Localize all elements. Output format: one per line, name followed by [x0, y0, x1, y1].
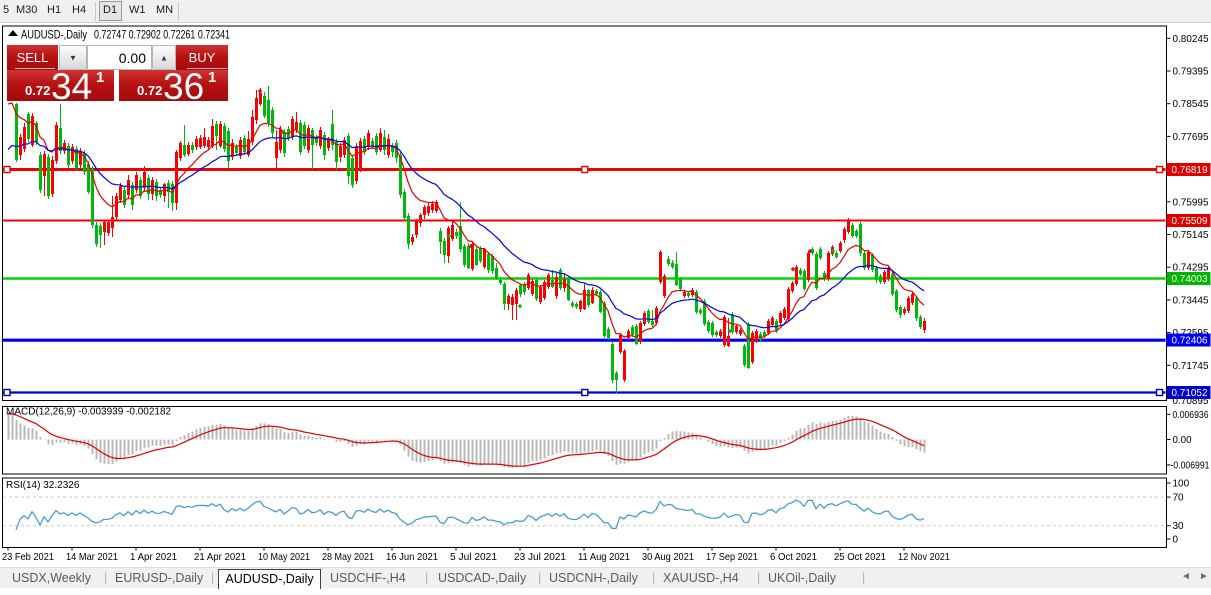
svg-text:0.75145: 0.75145 — [1173, 229, 1209, 241]
svg-text:0.006936: 0.006936 — [1173, 409, 1209, 421]
svg-text:12 Nov 2021: 12 Nov 2021 — [898, 551, 950, 563]
svg-text:17 Sep 2021: 17 Sep 2021 — [706, 551, 758, 563]
svg-text:AUDUSD-,Daily: AUDUSD-,Daily — [21, 28, 87, 42]
svg-text:6 Oct 2021: 6 Oct 2021 — [770, 551, 817, 563]
svg-text:MACD(12,26,9) -0.003939 -0.002: MACD(12,26,9) -0.003939 -0.002182 — [6, 407, 172, 418]
svg-text:0.76819: 0.76819 — [1172, 164, 1208, 176]
svg-text:25 Oct 2021: 25 Oct 2021 — [834, 551, 886, 563]
svg-text:0.79395: 0.79395 — [1173, 66, 1209, 78]
svg-text:0.77695: 0.77695 — [1173, 131, 1209, 143]
svg-text:30: 30 — [1173, 521, 1185, 532]
svg-text:0.71052: 0.71052 — [1172, 387, 1208, 399]
svg-text:100: 100 — [1173, 479, 1190, 490]
svg-text:14 Mar 2021: 14 Mar 2021 — [66, 551, 118, 563]
svg-text:1 Apr 2021: 1 Apr 2021 — [130, 551, 177, 563]
svg-text:0.73445: 0.73445 — [1173, 294, 1209, 306]
svg-text:RSI(14) 32.2326: RSI(14) 32.2326 — [6, 480, 80, 491]
svg-text:30 Aug 2021: 30 Aug 2021 — [642, 551, 694, 563]
svg-text:0.75509: 0.75509 — [1172, 215, 1208, 227]
svg-text:0.75995: 0.75995 — [1173, 196, 1209, 208]
svg-text:0.00: 0.00 — [1173, 434, 1192, 446]
svg-text:23 Jul 2021: 23 Jul 2021 — [514, 551, 566, 563]
svg-text:5 Jul 2021: 5 Jul 2021 — [450, 551, 497, 563]
svg-text:0.72747 0.72902 0.72261 0.7234: 0.72747 0.72902 0.72261 0.72341 — [94, 28, 230, 42]
svg-text:0: 0 — [1173, 535, 1179, 546]
svg-text:0.78545: 0.78545 — [1173, 98, 1209, 110]
svg-text:16 Jun 2021: 16 Jun 2021 — [386, 551, 438, 563]
svg-text:11 Aug 2021: 11 Aug 2021 — [578, 551, 630, 563]
svg-text:0.74003: 0.74003 — [1172, 273, 1208, 285]
svg-text:21 Apr 2021: 21 Apr 2021 — [194, 551, 246, 563]
svg-text:0.71745: 0.71745 — [1173, 360, 1209, 372]
svg-text:10 May 2021: 10 May 2021 — [258, 551, 310, 563]
svg-text:23 Feb 2021: 23 Feb 2021 — [2, 551, 54, 563]
svg-text:70: 70 — [1173, 493, 1185, 504]
svg-text:0.74295: 0.74295 — [1173, 262, 1209, 274]
svg-text:0.72406: 0.72406 — [1172, 335, 1208, 347]
svg-text:0.80245: 0.80245 — [1173, 33, 1209, 45]
svg-text:28 May 2021: 28 May 2021 — [322, 551, 374, 563]
svg-text:-0.006991: -0.006991 — [1171, 459, 1210, 471]
